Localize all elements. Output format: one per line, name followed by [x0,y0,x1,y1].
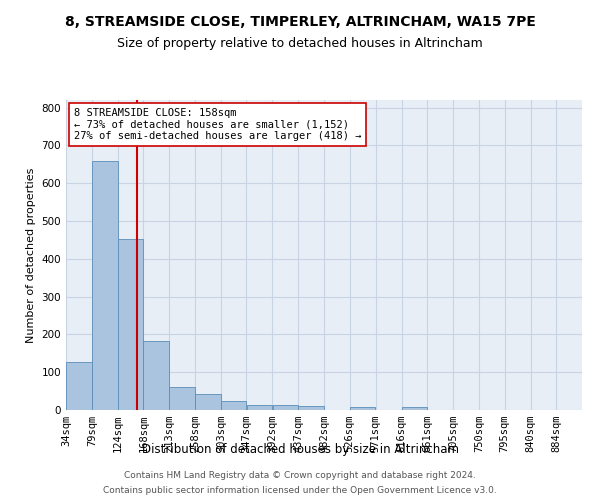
Bar [221,400,247,410]
Bar [143,341,169,410]
Text: 8 STREAMSIDE CLOSE: 158sqm
← 73% of detached houses are smaller (1,152)
27% of s: 8 STREAMSIDE CLOSE: 158sqm ← 73% of deta… [74,108,361,141]
Bar [350,407,376,410]
Bar [118,239,143,410]
Bar [66,362,92,410]
Y-axis label: Number of detached properties: Number of detached properties [26,168,36,342]
Bar [169,388,195,410]
Text: Contains public sector information licensed under the Open Government Licence v3: Contains public sector information licen… [103,486,497,495]
Bar [298,406,324,410]
Text: Contains HM Land Registry data © Crown copyright and database right 2024.: Contains HM Land Registry data © Crown c… [124,471,476,480]
Text: Size of property relative to detached houses in Altrincham: Size of property relative to detached ho… [117,38,483,51]
Bar [195,394,221,410]
Text: Distribution of detached houses by size in Altrincham: Distribution of detached houses by size … [142,442,458,456]
Bar [401,407,427,410]
Bar [92,161,118,410]
Bar [247,406,272,410]
Bar [272,405,298,410]
Text: 8, STREAMSIDE CLOSE, TIMPERLEY, ALTRINCHAM, WA15 7PE: 8, STREAMSIDE CLOSE, TIMPERLEY, ALTRINCH… [65,15,535,29]
